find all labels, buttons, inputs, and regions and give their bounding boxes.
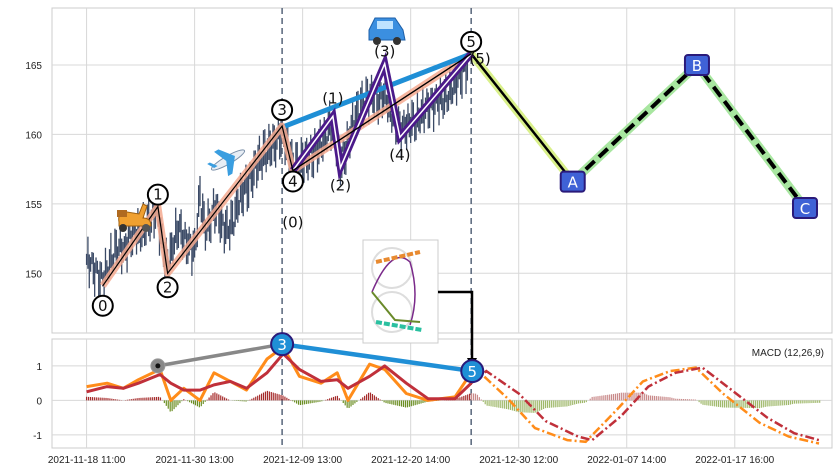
car-wheel [393,37,401,45]
scooter-wheel [142,224,150,232]
sub-wave-inner [292,53,472,171]
sub-wave-label: (4) [389,146,410,164]
car-window [377,21,393,29]
x-tick-label: 2021-12-20 14:00 [371,455,450,466]
macd-y-tick-label: -1 [33,431,42,442]
macd-y-tick-label: 0 [36,396,42,407]
macd-line [86,345,473,402]
x-tick-label: 2021-12-30 12:00 [479,455,558,466]
macd-panel [51,338,833,449]
sub-wave-label: (2) [330,177,351,195]
sub-wave-label: (3) [374,43,395,61]
sub-wave-label: (0) [282,214,303,232]
macd-marker-5: 5 [460,359,485,384]
price-y-tick-label: 165 [25,61,42,72]
wave-circle [460,30,483,53]
wave-label-4: 4 [281,170,304,193]
inset-loop [371,291,413,333]
wave-label-1: 1 [146,183,169,206]
wave-label-5: 5 [460,30,483,53]
signal-projection-line [470,366,820,442]
x-tick-label: 2022-01-17 16:00 [695,455,774,466]
wave-number: 5 [466,33,476,51]
inset-track [371,256,416,326]
airplane-tail [207,162,218,168]
scooter-icon [117,203,152,232]
wave-label-0: 0 [91,294,114,317]
macd-y-tick-label: 1 [36,362,42,373]
macd-marker-label: 5 [467,363,477,381]
wave-circle [156,276,179,299]
wave-label-2: 2 [156,276,179,299]
macd-marker-circle [270,332,295,357]
macd-histogram [85,390,821,413]
projection-label: C [800,200,810,218]
macd-divergence-line [281,341,473,374]
price-y-tick-label: 150 [25,269,42,280]
wave-number: 3 [277,101,287,119]
airplane-wings [214,149,235,177]
airplane-icon [207,149,246,177]
macd-marker-3: 3 [270,332,295,357]
sub-wave-label: (5) [470,50,491,68]
macd-projection-line [470,366,820,445]
scooter-wheel [119,224,127,232]
sub-wave-label: (1) [322,89,343,107]
macd-marker-circle [460,359,485,384]
wave-number: 4 [288,173,298,191]
wave-circle [91,294,114,317]
wave-label-3: 3 [271,99,294,122]
x-tick-label: 2021-11-18 11:00 [48,455,126,466]
projection-box-A: A [559,170,586,193]
projection-box [791,197,818,219]
projection-box [559,170,586,193]
macd-gray-line [157,342,283,368]
car-wheel [373,37,381,45]
roller-coaster-inset [362,239,439,344]
x-tick-label: 2021-11-30 13:00 [155,455,234,466]
x-tick-label: 2022-01-07 14:00 [587,455,666,466]
macd-legend: MACD (12,26,9) [752,348,824,359]
projection-box [683,53,710,76]
projection-label: B [692,57,702,75]
price-y-tick-label: 155 [25,200,42,211]
scooter-box [117,210,127,217]
macd-marker-label: 3 [277,336,287,354]
inset-connector [438,290,474,362]
projection-box-B: B [683,53,710,76]
inset-train [375,250,421,264]
macd-gray-marker-dot [155,363,161,369]
wave-circle [281,170,304,193]
projection-label: A [568,174,579,192]
car-icon [368,17,406,45]
wave-number: 0 [98,297,108,315]
wave-circle [146,183,169,206]
signal-line [86,352,473,401]
divergence-line [284,51,473,129]
projection-box-C: C [791,197,818,219]
x-tick-label: 2021-12-09 13:00 [263,455,342,466]
inset-track [371,291,421,323]
wave-number: 2 [163,278,173,296]
wave-4-5-line [292,53,472,172]
wave-circle [271,99,294,122]
projection-line [470,53,574,183]
price-y-tick-label: 160 [25,130,42,141]
wave-number: 1 [153,186,163,204]
